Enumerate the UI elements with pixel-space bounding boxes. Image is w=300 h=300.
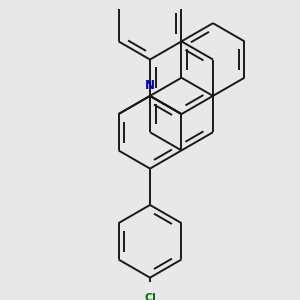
Text: Cl: Cl [144, 293, 156, 300]
Text: N: N [145, 79, 155, 92]
